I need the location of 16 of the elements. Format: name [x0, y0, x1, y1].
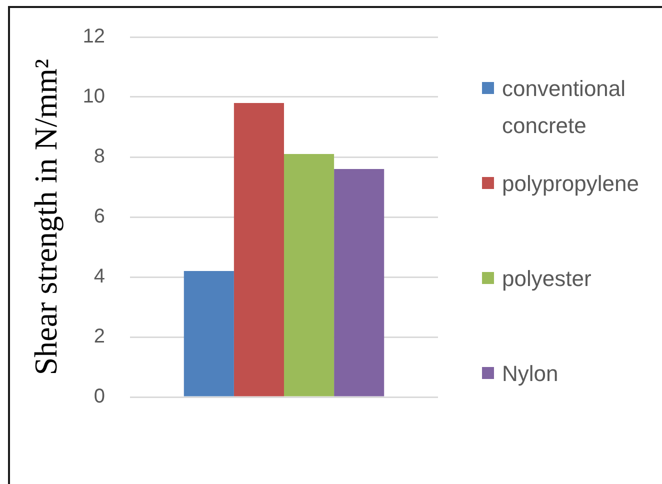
legend-label: conventional concrete [502, 74, 627, 140]
legend-label: polypropylene [502, 170, 639, 198]
y-tick-label: 0 [94, 386, 105, 408]
y-axis-title: Shear strength in N/mm² [28, 58, 64, 376]
y-tick-label: 12 [82, 26, 105, 48]
bar [284, 154, 334, 396]
legend-label: Nylon [502, 360, 558, 388]
legend-label: polyester [502, 264, 592, 293]
y-tick-label: 4 [94, 266, 105, 288]
bar [234, 103, 284, 396]
y-tick-label: 6 [94, 206, 105, 228]
y-tick-label: 10 [82, 86, 105, 108]
bar [334, 169, 384, 396]
bar [184, 271, 234, 396]
y-tick-label: 2 [94, 326, 105, 348]
y-tick-label: 8 [94, 146, 105, 168]
